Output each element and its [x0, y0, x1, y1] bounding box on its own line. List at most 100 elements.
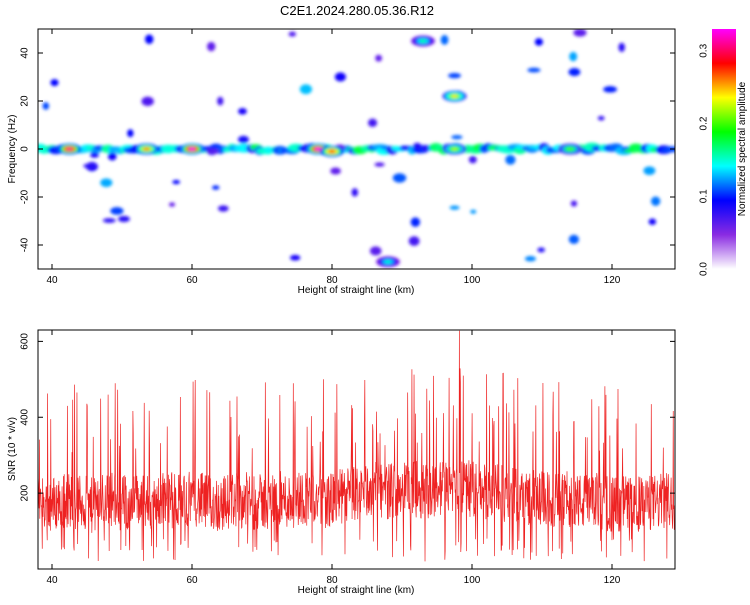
spectrogram-panel: 40 60 80 100 120 -40 -20 0 20 40 Height of strai… [7, 28, 676, 296]
spectrogram-y-label: Frequency (Hz) [7, 115, 18, 184]
spectrogram-blob [217, 96, 224, 106]
snr-y-tick-label: 400 [20, 408, 31, 425]
snr-x-tick-label: 60 [186, 575, 198, 586]
spectrogram-blob [299, 84, 313, 95]
spectrogram-y-tick-label: 40 [20, 47, 31, 59]
spectrogram-blob [367, 118, 378, 127]
spectrogram-blob [351, 188, 359, 197]
figure-title: C2E1.2024.280.05.36.R12 [280, 3, 434, 18]
spectrogram-blob [374, 162, 385, 167]
spectrogram-feature [451, 94, 458, 98]
colorbar-ticks: 0.0 0.1 0.2 0.3 [699, 43, 710, 276]
spectrogram-blob [375, 54, 383, 62]
snr-y-axis: 200 400 600 [20, 333, 675, 501]
spectrogram-blob [570, 200, 578, 207]
spectrogram-blob [651, 196, 661, 206]
spectrogram-blob [118, 215, 130, 223]
spectrogram-blob [524, 256, 537, 262]
spectrogram-blob [100, 178, 113, 188]
spectrogram-blob [141, 96, 154, 107]
spectrogram-blob [451, 135, 463, 140]
spectrogram-blob [42, 102, 50, 110]
colorbar: 0.0 0.1 0.2 0.3 Normalized spectral amplitu… [699, 29, 748, 276]
spectrogram-blob [505, 154, 516, 165]
spectrogram-y-tick-label: 0 [20, 146, 31, 152]
spectrogram-blob [238, 107, 247, 115]
snr-x-tick-label: 100 [464, 575, 481, 586]
colorbar-tick-label: 0.1 [699, 189, 710, 203]
spectrogram-blob [206, 148, 220, 154]
spectrogram-blob [408, 236, 420, 246]
spectrogram-blob [413, 142, 422, 149]
spectrogram-marks [38, 29, 675, 268]
snr-line [38, 330, 675, 562]
spectrogram-blob [392, 173, 407, 183]
spectrogram-blob [237, 135, 249, 144]
spectrogram-blob [410, 217, 421, 227]
spectrogram-blob [573, 29, 587, 37]
spectrogram-x-label: Height of straight line (km) [298, 285, 415, 296]
spectrogram-blob [102, 218, 116, 223]
spectrogram-blob [207, 41, 216, 52]
snr-frame [37, 329, 676, 570]
snr-x-tick-label: 40 [46, 575, 58, 586]
spectrogram-blob [568, 234, 580, 245]
spectrogram-blob [289, 254, 301, 261]
spectrogram-blob [537, 247, 545, 253]
snr-panel: 40 60 80 100 120 200 400 600 Height of straigh… [7, 329, 676, 596]
snr-x-tick-label: 120 [604, 575, 621, 586]
spectrogram-feature [419, 39, 427, 43]
snr-y-label: SNR (10 * v/v) [7, 417, 18, 481]
spectrogram-feature [66, 147, 73, 151]
spectrogram-feature [143, 147, 150, 151]
spectrogram-feature [384, 260, 392, 264]
spectrogram-blob [643, 166, 656, 176]
snr-x-tick-label: 80 [326, 575, 338, 586]
spectrogram-x-tick-label: 60 [186, 275, 198, 286]
spectrogram-feature [328, 149, 336, 153]
spectrogram-blob [90, 152, 99, 158]
spectrogram-blob [330, 167, 341, 175]
spectrogram-blob [440, 34, 449, 45]
spectrogram-blob [603, 86, 618, 93]
colorbar-tick-label: 0.0 [699, 262, 710, 276]
snr-y-tick-label: 600 [20, 333, 31, 350]
spectrogram-blob [217, 205, 229, 212]
spectrogram-blob [449, 205, 460, 210]
spectrogram-blob [470, 209, 477, 214]
spectrogram-blob [648, 218, 657, 225]
spectrogram-blob [618, 42, 625, 53]
spectrogram-blob [468, 155, 477, 164]
spectrogram-blob [107, 151, 117, 161]
spectrogram-blob [597, 115, 605, 121]
spectrogram-blob [334, 72, 346, 82]
spectrogram-feature [451, 147, 458, 151]
spectrogram-y-axis: -40 -20 0 20 40 [20, 47, 675, 252]
spectrogram-blob [212, 185, 220, 190]
spectrogram-ridge-cell [89, 148, 103, 153]
spectrogram-blob [448, 73, 461, 79]
spectrogram-y-tick-label: -20 [20, 189, 31, 204]
spectrogram-ridge-cell [664, 146, 675, 153]
snr-clip [38, 330, 675, 562]
spectrogram-blob [50, 79, 59, 87]
snr-y-tick-label: 200 [20, 484, 31, 501]
spectrogram-blob [172, 179, 181, 185]
spectrogram-x-tick-label: 40 [46, 275, 58, 286]
snr-x-axis: 40 60 80 100 120 [46, 330, 621, 586]
spectrogram-feature [314, 147, 322, 151]
colorbar-tick-label: 0.3 [699, 43, 710, 57]
spectrogram-blob [527, 67, 541, 73]
spectrogram-blob [568, 68, 581, 77]
spectrogram-feature [188, 147, 196, 151]
spectrogram-y-tick-label: -40 [20, 237, 31, 252]
spectrogram-blob [369, 246, 382, 256]
colorbar-tick-label: 0.2 [699, 116, 710, 130]
snr-series [38, 330, 675, 562]
snr-x-label: Height of straight line (km) [298, 585, 415, 596]
spectrogram-x-axis: 40 60 80 100 120 [46, 29, 621, 286]
spectrogram-blob [168, 202, 176, 207]
spectrogram-blob [288, 31, 297, 37]
